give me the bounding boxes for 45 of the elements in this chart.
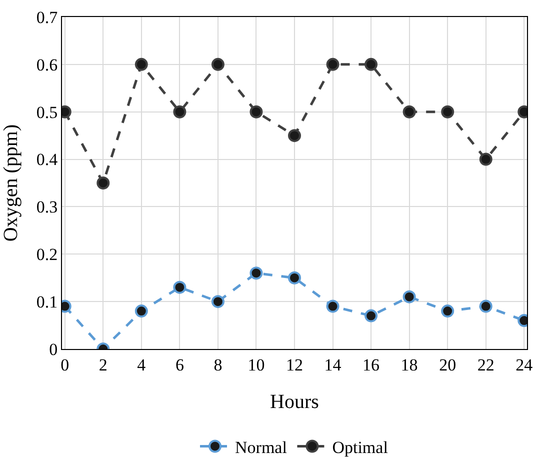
point	[134, 58, 148, 71]
x-tick-label: 12	[286, 355, 303, 374]
x-tick-label: 22	[477, 355, 494, 374]
x-tick-label: 16	[362, 355, 380, 374]
x-tick-label: 8	[214, 355, 222, 374]
point	[288, 129, 301, 142]
x-tick-label: 18	[400, 355, 418, 374]
point	[364, 309, 378, 322]
point	[479, 300, 492, 313]
point	[402, 105, 416, 118]
point	[326, 300, 340, 313]
point	[96, 176, 110, 190]
point	[402, 290, 416, 304]
y-tick-label: 0.7	[36, 8, 58, 27]
point	[441, 304, 454, 318]
x-tick-label: 2	[98, 355, 108, 374]
y-tick-label: 0.4	[36, 150, 58, 170]
y-tick-label: 0	[49, 340, 58, 359]
x-tick-label: 10	[248, 355, 265, 374]
point	[479, 152, 492, 166]
point	[441, 105, 454, 118]
point	[288, 271, 301, 284]
point	[211, 295, 224, 308]
point	[211, 58, 224, 71]
legend-label: Normal	[235, 438, 288, 457]
point	[173, 280, 186, 294]
y-tick-label: 0.6	[36, 55, 58, 74]
point	[250, 105, 263, 118]
y-axis-title: Oxygen (ppm)	[0, 124, 22, 242]
point	[173, 105, 186, 118]
point	[134, 304, 148, 318]
point	[364, 58, 378, 71]
x-tick-label: 4	[137, 355, 146, 374]
y-tick-label: 0.5	[36, 102, 58, 122]
x-tick-label: 14	[324, 355, 342, 374]
x-tick-label: 20	[439, 355, 456, 374]
y-tick-label: 0.1	[36, 292, 58, 312]
x-tick-label: 24	[516, 355, 534, 374]
point	[326, 58, 340, 71]
y-tick-label: 0.2	[36, 245, 58, 264]
point	[250, 266, 263, 280]
x-axis-title: Hours	[270, 390, 320, 413]
legend-label: Optimal	[332, 438, 388, 457]
y-tick-label: 0.3	[36, 198, 58, 217]
x-tick-label: 6	[175, 355, 184, 374]
